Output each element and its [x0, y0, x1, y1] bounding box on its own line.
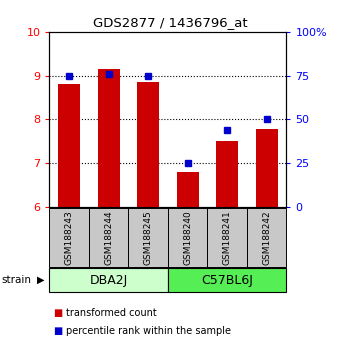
FancyBboxPatch shape — [49, 268, 168, 292]
Text: ■: ■ — [53, 308, 62, 318]
Text: GDS2877 / 1436796_at: GDS2877 / 1436796_at — [93, 16, 248, 29]
FancyBboxPatch shape — [247, 208, 286, 267]
Text: GSM188244: GSM188244 — [104, 210, 113, 265]
Bar — [177, 172, 198, 207]
FancyBboxPatch shape — [89, 208, 129, 267]
Bar — [58, 84, 80, 207]
FancyBboxPatch shape — [49, 208, 89, 267]
Text: transformed count: transformed count — [66, 308, 157, 318]
Bar — [256, 129, 278, 207]
FancyBboxPatch shape — [168, 208, 207, 267]
Text: C57BL6J: C57BL6J — [201, 274, 253, 286]
Text: ■: ■ — [53, 326, 62, 336]
Bar — [98, 69, 120, 207]
Text: percentile rank within the sample: percentile rank within the sample — [66, 326, 232, 336]
Text: GSM188243: GSM188243 — [65, 210, 74, 265]
Text: DBA2J: DBA2J — [90, 274, 128, 286]
Text: GSM188240: GSM188240 — [183, 210, 192, 265]
Text: ▶: ▶ — [36, 275, 44, 285]
Text: strain: strain — [2, 275, 32, 285]
Text: GSM188241: GSM188241 — [223, 210, 232, 265]
Bar — [137, 82, 159, 207]
FancyBboxPatch shape — [168, 268, 286, 292]
Bar — [216, 141, 238, 207]
FancyBboxPatch shape — [129, 208, 168, 267]
Text: GSM188245: GSM188245 — [144, 210, 153, 265]
FancyBboxPatch shape — [207, 208, 247, 267]
Text: GSM188242: GSM188242 — [262, 210, 271, 265]
